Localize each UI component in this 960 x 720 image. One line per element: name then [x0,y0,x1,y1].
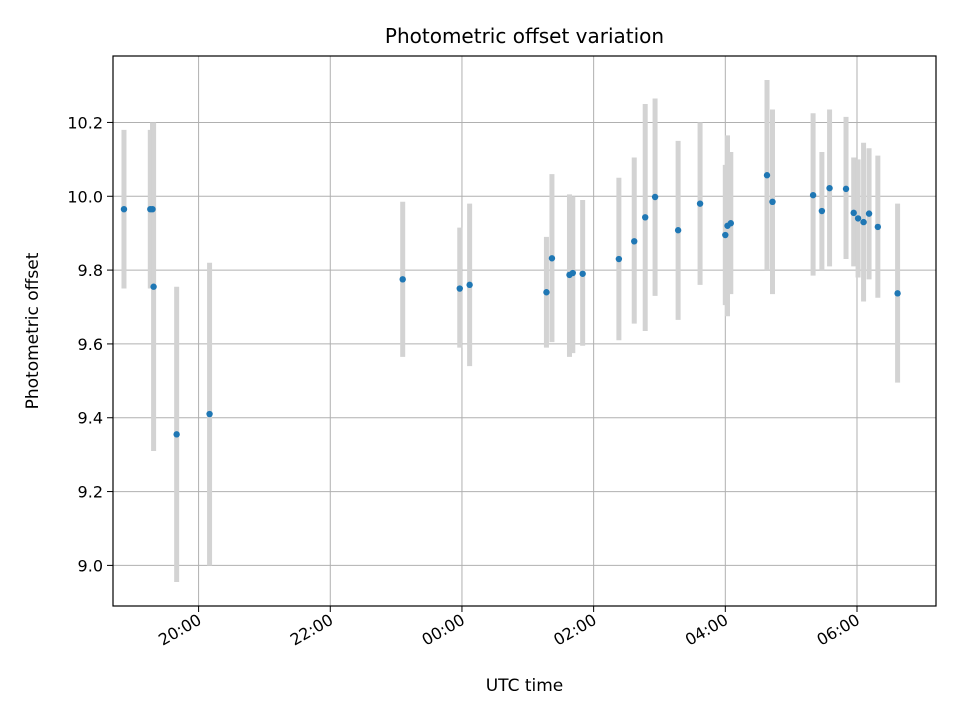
data-point [651,193,659,201]
y-tick-label: 10.2 [67,113,103,132]
y-tick-label: 10.0 [67,187,103,206]
y-tick-label: 9.4 [78,409,103,428]
data-point [150,283,157,290]
data-point [569,269,576,277]
data-point [842,185,850,193]
data-point [860,218,867,226]
data-point [399,276,406,283]
data-point [769,198,776,206]
data-point [850,209,857,217]
data-point [865,210,873,217]
data-point [818,207,826,215]
data-point [722,231,729,239]
data-point [642,214,649,221]
data-point [543,289,550,296]
data-point [674,227,682,234]
y-tick-label: 9.6 [78,335,103,354]
data-point [456,285,463,292]
data-point [894,290,901,297]
data-point [206,410,213,418]
data-point [631,238,638,245]
data-point [826,184,833,192]
data-point [466,281,473,289]
data-point [874,223,882,231]
data-point [696,200,704,207]
data-point [149,205,156,213]
data-point [548,255,556,262]
data-point [854,215,862,222]
chart-title: Photometric offset variation [385,24,664,48]
plot-frame [112,55,937,607]
data-point [173,431,180,438]
data-point [727,220,734,227]
data-point [809,191,817,199]
data-point [579,270,586,277]
y-tick-label: 9.8 [78,261,103,280]
data-point [763,172,771,179]
y-axis: 9.0 9.2 9.4 9.6 9.8 10.0 10.2 [67,113,113,575]
y-axis-title: Photometric offset [23,252,43,409]
data-points [120,172,901,438]
data-point [615,255,623,263]
y-tick-label: 9.2 [78,483,103,502]
data-point [120,205,128,213]
y-tick-label: 9.0 [78,556,103,575]
x-axis-title: UTC time [486,676,564,696]
